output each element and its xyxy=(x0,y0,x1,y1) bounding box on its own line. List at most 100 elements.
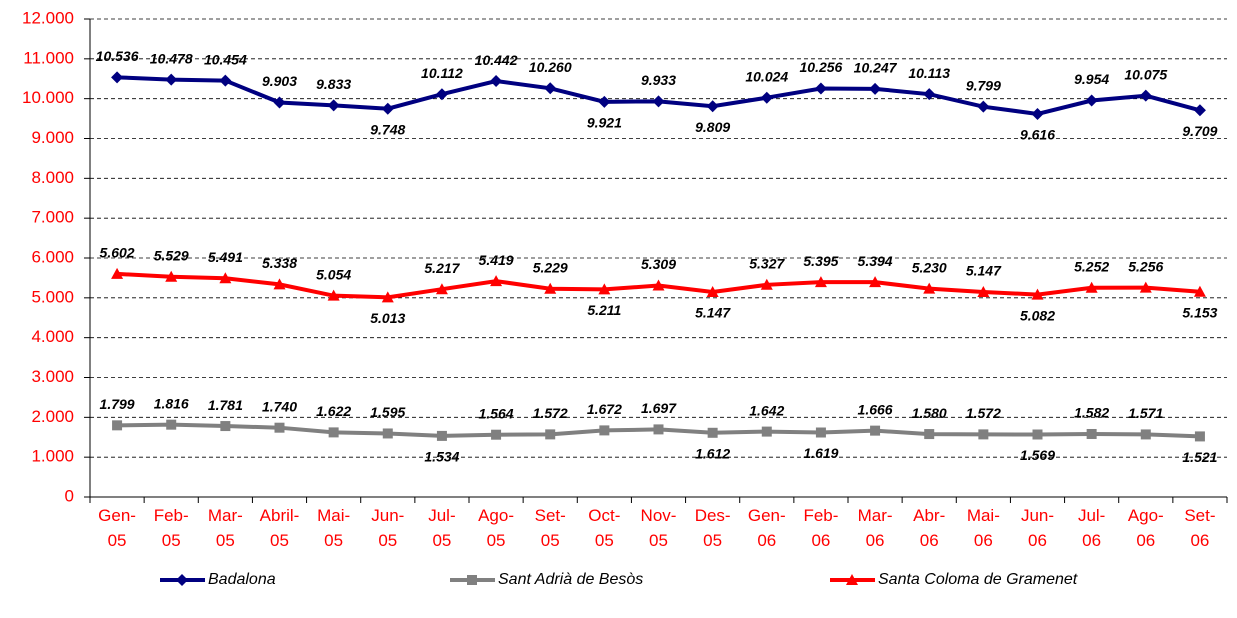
marker xyxy=(1085,281,1098,293)
x-tick-label: Jul-06 xyxy=(1077,506,1106,550)
marker xyxy=(490,275,503,287)
x-tick-label: Feb-06 xyxy=(803,506,839,550)
x-tick-label: Oct-05 xyxy=(588,506,621,550)
marker xyxy=(544,82,557,95)
data-label: 10.113 xyxy=(908,65,950,81)
data-label: 9.709 xyxy=(1182,123,1217,139)
data-label: 10.112 xyxy=(421,65,463,81)
marker xyxy=(219,74,232,87)
y-tick-label: 6.000 xyxy=(31,247,74,266)
data-label: 1.666 xyxy=(858,401,893,417)
data-label: 1.672 xyxy=(587,401,622,417)
marker xyxy=(1193,104,1206,117)
marker xyxy=(1139,89,1152,102)
x-tick-label: Gen-06 xyxy=(747,506,786,550)
data-label: 1.642 xyxy=(749,402,784,418)
data-label: 1.622 xyxy=(316,403,351,419)
marker xyxy=(815,427,826,438)
marker xyxy=(111,71,124,84)
marker xyxy=(924,429,935,440)
data-label: 10.454 xyxy=(204,51,247,67)
x-tick-label: Abril-05 xyxy=(259,506,300,550)
data-label: 1.569 xyxy=(1020,447,1055,463)
data-label: 10.260 xyxy=(529,59,572,75)
data-label: 1.799 xyxy=(100,396,135,412)
data-label: 9.833 xyxy=(316,76,351,92)
legend-marker xyxy=(467,575,477,585)
marker xyxy=(165,73,178,86)
marker xyxy=(706,285,719,297)
x-tick-label: Mai-05 xyxy=(317,506,351,550)
data-label: 1.571 xyxy=(1128,405,1163,421)
data-label: 5.394 xyxy=(858,253,893,269)
marker xyxy=(544,282,557,294)
data-label: 1.697 xyxy=(641,400,677,416)
data-label: 9.616 xyxy=(1020,127,1055,143)
data-label: 9.954 xyxy=(1074,71,1109,87)
marker xyxy=(869,82,882,95)
legend-marker xyxy=(846,574,858,585)
marker xyxy=(166,419,177,430)
marker xyxy=(1086,428,1097,439)
data-label: 9.933 xyxy=(641,72,676,88)
data-label: 10.075 xyxy=(1124,66,1167,82)
data-label: 10.478 xyxy=(150,50,193,66)
marker xyxy=(707,427,718,438)
data-label: 9.903 xyxy=(262,73,297,89)
marker xyxy=(165,270,178,282)
marker xyxy=(112,420,123,431)
data-label: 9.748 xyxy=(370,121,405,137)
marker xyxy=(598,95,611,108)
data-label: 5.211 xyxy=(587,302,621,318)
data-label: 1.521 xyxy=(1182,449,1217,465)
data-label: 10.256 xyxy=(800,59,843,75)
data-label: 5.338 xyxy=(262,255,297,271)
data-label: 5.252 xyxy=(1074,258,1109,274)
data-label: 5.256 xyxy=(1128,258,1163,274)
marker xyxy=(977,100,990,113)
data-label: 5.395 xyxy=(803,253,838,269)
x-tick-label: Jun-05 xyxy=(371,506,405,550)
data-label: 9.921 xyxy=(587,115,622,131)
marker xyxy=(653,424,664,435)
data-label: 1.781 xyxy=(208,397,243,413)
y-tick-label: 11.000 xyxy=(23,48,74,67)
marker xyxy=(381,291,394,303)
marker xyxy=(111,267,124,279)
series: 1.799 1.816 1.781 1.740 1.622 1.595 1.534 1.564… xyxy=(100,395,1218,465)
marker xyxy=(1193,285,1206,297)
x-tick-label: Set-06 xyxy=(1184,506,1216,550)
y-tick-label: 8.000 xyxy=(31,168,74,187)
series: 5.602 5.529 5.491 5.338 5.054 5.013 5.217 5.419… xyxy=(100,245,1218,326)
x-tick-label: Ago-05 xyxy=(478,506,515,550)
marker xyxy=(219,272,232,284)
data-label: 10.536 xyxy=(96,48,139,64)
data-label: 5.013 xyxy=(370,310,405,326)
marker xyxy=(1031,107,1044,120)
marker xyxy=(760,278,773,290)
x-tick-label: Feb-05 xyxy=(153,506,189,550)
data-label: 1.564 xyxy=(479,405,514,421)
marker xyxy=(220,421,231,432)
marker xyxy=(328,427,339,438)
legend-label: Sant Adrià de Besòs xyxy=(498,571,643,588)
data-label: 1.572 xyxy=(966,405,1001,421)
data-label: 5.419 xyxy=(479,252,514,268)
data-label: 1.619 xyxy=(803,445,838,461)
marker xyxy=(491,429,502,440)
marker xyxy=(652,279,665,291)
x-tick-label: Jun-06 xyxy=(1020,506,1055,550)
data-label: 1.572 xyxy=(533,405,568,421)
legend-label: Badalona xyxy=(208,571,276,588)
data-label: 5.309 xyxy=(641,256,676,272)
data-label: 1.534 xyxy=(424,449,459,465)
data-label: 10.024 xyxy=(745,68,788,84)
data-label: 1.612 xyxy=(695,445,730,461)
data-label: 5.054 xyxy=(316,266,351,282)
marker xyxy=(923,88,936,101)
data-label: 5.327 xyxy=(749,256,785,272)
data-label: 1.816 xyxy=(154,395,189,411)
x-tick-label: Des-05 xyxy=(694,506,731,550)
x-tick-label: Gen-05 xyxy=(98,506,136,550)
